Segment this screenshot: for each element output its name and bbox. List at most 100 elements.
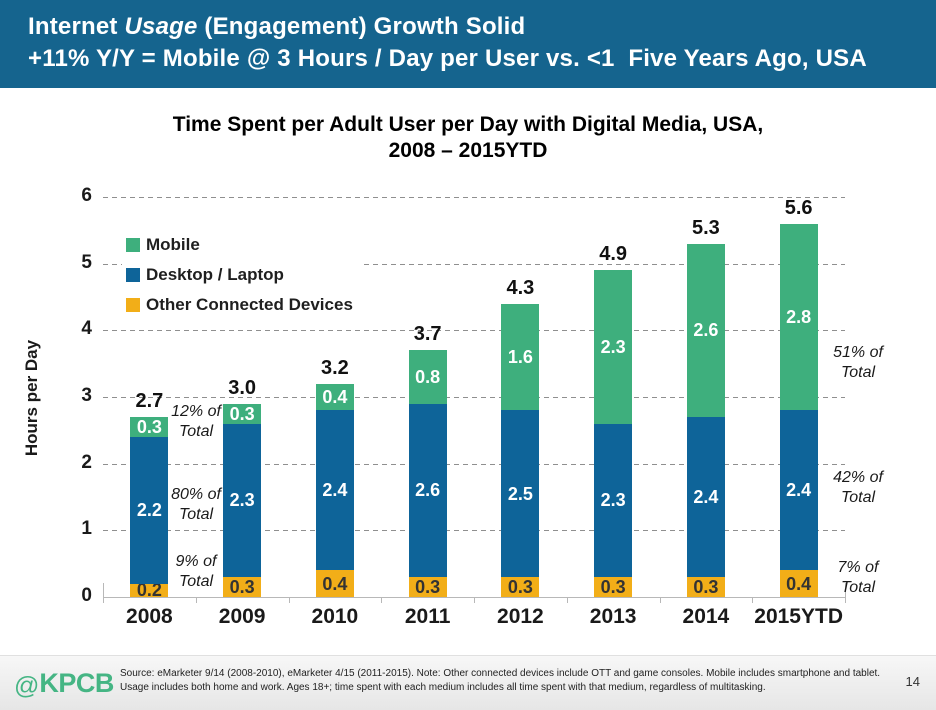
header-line1-suffix: (Engagement) Growth Solid bbox=[197, 13, 526, 40]
x-axis-label-2008: 2008 bbox=[126, 605, 173, 628]
bar-segment-other-connected-devices-2015YTD: 0.4 bbox=[779, 570, 818, 597]
bar-segment-mobile-2009: 0.3 bbox=[223, 403, 262, 424]
mobile-swatch-icon bbox=[126, 238, 140, 252]
y-tick-label-4: 4 bbox=[81, 318, 92, 340]
bar-segment-mobile-2010: 0.4 bbox=[315, 383, 354, 411]
bar-segment-desktop-laptop-2011: 2.6 bbox=[408, 403, 447, 577]
bar-segment-mobile-2013: 2.3 bbox=[594, 270, 633, 424]
bar-value-label: 2.8 bbox=[786, 306, 812, 327]
bar-value-label: 2.2 bbox=[136, 500, 162, 521]
header-line1-italic: Usage bbox=[124, 13, 198, 40]
bar-value-label: 0.4 bbox=[322, 573, 348, 594]
bar-segment-other-connected-devices-2013: 0.3 bbox=[594, 577, 633, 597]
legend-label: Desktop / Laptop bbox=[146, 265, 284, 284]
plot-area: 0.2 2.2 0.3 2.7 0.3 2.3 0.3 3.0 0.4 2.4 0.4 3.2 0.3 2… bbox=[103, 196, 845, 601]
bar-segment-mobile-2012: 1.6 bbox=[501, 303, 540, 411]
bar-value-label: 2.4 bbox=[322, 480, 348, 501]
bar-segment-other-connected-devices-2008: 0.2 bbox=[130, 580, 169, 601]
bar-value-label: 2.6 bbox=[415, 480, 441, 501]
bar-value-label: 2.4 bbox=[786, 480, 812, 501]
bar-value-label: 0.2 bbox=[136, 580, 162, 601]
axis-end-tick bbox=[103, 583, 104, 597]
bar-value-label: 2.5 bbox=[507, 483, 533, 504]
y-axis-title: Hours per Day bbox=[22, 339, 41, 457]
bar-value-label: 1.6 bbox=[507, 346, 533, 367]
annotation-2015-other-share: 7% of Total bbox=[837, 559, 879, 596]
gridline-6 bbox=[103, 197, 845, 198]
bar-total-label-2015YTD: 5.6 bbox=[784, 196, 813, 219]
bar-segment-other-connected-devices-2009: 0.3 bbox=[223, 577, 262, 597]
at-glyph: @ bbox=[14, 672, 40, 700]
bar-value-label: 0.3 bbox=[229, 403, 255, 424]
bar-value-label: 2.3 bbox=[229, 490, 255, 511]
x-axis-tick bbox=[752, 597, 754, 603]
bar-value-label: 2.4 bbox=[693, 487, 719, 507]
axis-end-tick bbox=[845, 583, 846, 597]
x-axis-label-2011: 2011 bbox=[404, 605, 451, 628]
desktop-swatch-icon bbox=[126, 268, 140, 282]
bar-total-label-2009: 3.0 bbox=[228, 376, 257, 399]
x-axis-label-2012: 2012 bbox=[497, 605, 544, 628]
bar-value-label: 0.8 bbox=[415, 366, 441, 387]
bar-segment-mobile-2011: 0.8 bbox=[408, 350, 447, 404]
page-number: 14 bbox=[905, 674, 920, 689]
bar-segment-desktop-laptop-2008: 2.2 bbox=[130, 437, 169, 584]
bar-value-label: 0.4 bbox=[322, 386, 348, 407]
bar-total-label-2012: 4.3 bbox=[506, 276, 535, 299]
x-axis-tick bbox=[288, 597, 290, 603]
x-axis-label-2015YTD: 2015YTD bbox=[754, 605, 843, 628]
kpcb-logo: @KPCB bbox=[14, 668, 114, 701]
x-axis-tick bbox=[195, 597, 197, 603]
bar-value-label: 0.3 bbox=[415, 577, 441, 597]
bar-value-label: 2.6 bbox=[693, 320, 719, 341]
gridline-2 bbox=[103, 463, 845, 465]
x-axis-label-2009: 2009 bbox=[218, 605, 266, 628]
header-title-line1: Internet Usage (Engagement) Growth Solid bbox=[28, 11, 936, 43]
y-tick-label-3: 3 bbox=[81, 385, 92, 406]
chart-title: Time Spent per Adult User per Day with D… bbox=[172, 113, 764, 162]
legend-item-other: Other Connected Devices bbox=[126, 290, 353, 320]
legend-item-mobile: Mobile bbox=[126, 230, 353, 260]
bar-value-label: 0.3 bbox=[693, 577, 719, 597]
header-line1-prefix: Internet bbox=[28, 13, 125, 40]
y-tick-label-5: 5 bbox=[81, 251, 92, 273]
bar-segment-mobile-2014: 2.6 bbox=[686, 243, 725, 417]
source-note: Source: eMarketer 9/14 (2008-2010), eMar… bbox=[120, 668, 881, 693]
annotation-2015-desktop-share: 42% of Total bbox=[833, 469, 883, 506]
bar-value-label: 0.4 bbox=[786, 573, 812, 594]
bar-value-label: 0.3 bbox=[600, 577, 626, 597]
bar-total-label-2014: 5.3 bbox=[691, 216, 720, 239]
bar-segment-mobile-2015YTD: 2.8 bbox=[779, 223, 818, 411]
bar-total-label-2008: 2.7 bbox=[135, 390, 164, 412]
bar-total-label-2010: 3.2 bbox=[320, 356, 349, 379]
y-tick-label-1: 1 bbox=[81, 518, 92, 540]
bar-segment-other-connected-devices-2010: 0.4 bbox=[315, 570, 354, 597]
gridline-4 bbox=[103, 330, 845, 332]
y-tick-label-0: 0 bbox=[81, 585, 92, 606]
annotation-2008-mobile-share: 12% of Total bbox=[171, 403, 221, 440]
footer: @KPCB Source: eMarketer 9/14 (2008-2010)… bbox=[0, 655, 936, 710]
header-banner: Internet Usage (Engagement) Growth Solid… bbox=[0, 0, 936, 88]
annotation-2008-other-share: 9% of Total bbox=[175, 553, 217, 590]
bar-segment-other-connected-devices-2011: 0.3 bbox=[408, 577, 447, 597]
bar-segment-desktop-laptop-2014: 2.4 bbox=[686, 417, 725, 577]
annotation-2015-mobile-share: 51% of Total bbox=[833, 344, 883, 381]
header-title-line2: +11% Y/Y = Mobile @ 3 Hours / Day per Us… bbox=[28, 45, 867, 72]
bar-segment-desktop-laptop-2012: 2.5 bbox=[501, 410, 540, 577]
other-swatch-icon bbox=[126, 298, 140, 312]
gridline-5 bbox=[103, 263, 845, 265]
x-axis-tick bbox=[474, 597, 475, 603]
legend-label: Mobile bbox=[146, 235, 200, 254]
x-axis-label-2014: 2014 bbox=[682, 605, 730, 628]
bar-value-label: 2.3 bbox=[600, 336, 626, 357]
bar-value-label: 0.3 bbox=[229, 577, 255, 597]
y-tick-label-2: 2 bbox=[81, 451, 92, 473]
bar-segment-desktop-laptop-2015YTD: 2.4 bbox=[779, 410, 818, 571]
bar-total-label-2011: 3.7 bbox=[413, 323, 442, 346]
bar-segment-desktop-laptop-2009: 2.3 bbox=[223, 423, 262, 577]
x-axis-tick bbox=[659, 597, 661, 603]
x-axis-label-2013: 2013 bbox=[589, 605, 637, 628]
gridline-1 bbox=[103, 530, 845, 532]
x-axis-tick bbox=[381, 597, 383, 603]
